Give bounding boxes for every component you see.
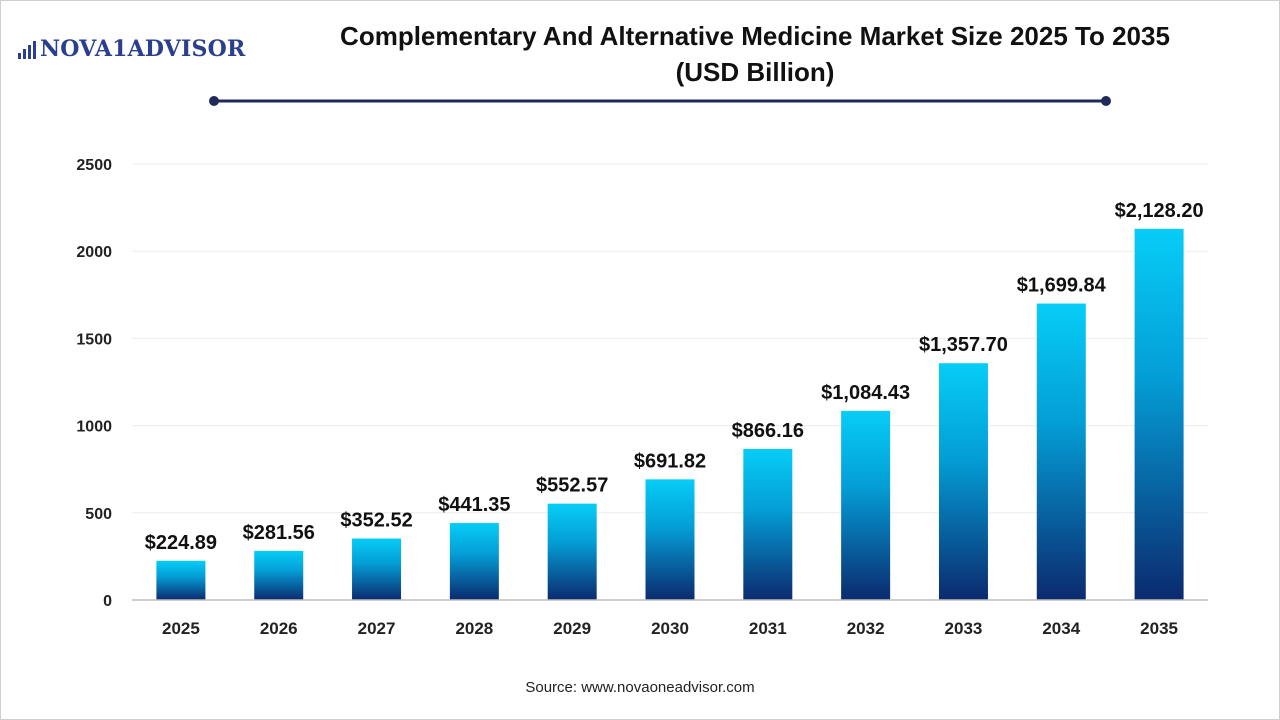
data-label-2027: $352.52	[340, 510, 412, 532]
chart-title: Complementary And Alternative Medicine M…	[255, 18, 1255, 90]
data-label-2029: $552.57	[536, 475, 608, 497]
data-label-2033: $1,357.70	[919, 334, 1008, 356]
data-label-2028: $441.35	[438, 494, 510, 516]
x-tick-label-2028: 2028	[455, 619, 493, 638]
bar-2032	[841, 410, 891, 600]
axes: 0 500 1000 1500 2000 2500 2025 2026 2027 2028 2029…	[76, 157, 1208, 638]
x-tick-label-2034: 2034	[1042, 619, 1080, 638]
x-tick-label-2030: 2030	[651, 619, 689, 638]
bar-2026	[254, 550, 304, 600]
x-tick-label-2032: 2032	[847, 619, 885, 638]
bar-2029	[547, 503, 597, 600]
x-tick-label-2026: 2026	[260, 619, 298, 638]
data-label-2025: $224.89	[145, 532, 217, 554]
bars	[156, 228, 1184, 600]
x-tick-label-2031: 2031	[749, 619, 787, 638]
bar-2031	[743, 448, 793, 600]
title-divider	[209, 96, 1111, 106]
y-tick-label: 0	[103, 593, 112, 610]
y-tick-label: 2500	[76, 157, 112, 174]
x-tick-label-2027: 2027	[358, 619, 396, 638]
bar-2030	[645, 479, 695, 600]
data-labels: $224.89 $281.56 $352.52 $441.35 $552.57 $691.…	[145, 200, 1204, 554]
y-tick-label: 2000	[76, 244, 112, 261]
data-label-2032: $1,084.43	[821, 382, 910, 404]
data-label-2030: $691.82	[634, 450, 706, 472]
data-label-2035: $2,128.20	[1115, 200, 1204, 222]
chart-title-line2: (USD Billion)	[675, 57, 835, 87]
brand-logo: NOVA1ADVISOR	[18, 36, 245, 62]
logo-text: NOVA1ADVISOR	[40, 36, 246, 62]
x-tick-label-2029: 2029	[553, 619, 591, 638]
bar-2035	[1134, 228, 1184, 600]
y-tick-label: 1000	[76, 419, 112, 436]
x-tick-label-2033: 2033	[945, 619, 983, 638]
data-label-2031: $866.16	[732, 420, 804, 442]
bar-2034	[1036, 303, 1086, 600]
y-tick-label: 500	[85, 506, 112, 523]
data-label-2026: $281.56	[243, 522, 315, 544]
source-note: Source: www.novaoneadvisor.com	[525, 679, 755, 696]
chart-title-line1: Complementary And Alternative Medicine M…	[340, 21, 1170, 51]
bar-2027	[352, 538, 402, 600]
data-label-2034: $1,699.84	[1017, 275, 1107, 297]
y-tick-label: 1500	[76, 331, 112, 348]
x-tick-label-2025: 2025	[162, 619, 200, 638]
x-tick-label-2035: 2035	[1140, 619, 1178, 638]
bar-2028	[449, 523, 499, 600]
bar-chart-icon	[18, 39, 36, 59]
bar-2025	[156, 560, 206, 600]
bar-2033	[938, 363, 988, 600]
